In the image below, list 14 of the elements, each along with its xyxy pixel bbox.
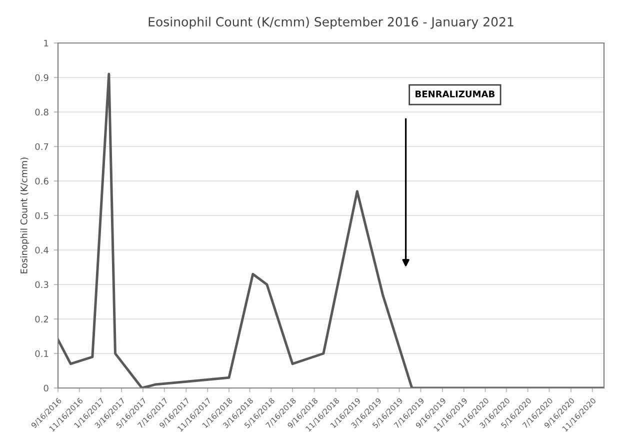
y-tick-label: 0.1 bbox=[35, 350, 48, 358]
chart-title: Eosinophil Count (K/cmm) September 2016 - January 2021 bbox=[148, 16, 514, 29]
y-tick-label: 0.6 bbox=[35, 178, 48, 185]
y-tick-label: 0 bbox=[44, 384, 48, 392]
y-tick-label: 0.5 bbox=[35, 212, 48, 220]
y-tick-label: 0.2 bbox=[35, 316, 48, 323]
y-tick-label: 0.8 bbox=[35, 108, 48, 116]
y-tick-label: 0.7 bbox=[35, 143, 48, 150]
annotation: BENRALIZUMAB bbox=[416, 90, 494, 98]
y-tick-label: 0.3 bbox=[35, 281, 48, 288]
y-tick-label: 1 bbox=[44, 40, 48, 46]
y-tick-label: 0.4 bbox=[35, 246, 48, 254]
y-tick-label: 0.9 bbox=[35, 74, 48, 82]
y-axis-title: Eosinophil Count (K/cmm) bbox=[20, 158, 30, 274]
